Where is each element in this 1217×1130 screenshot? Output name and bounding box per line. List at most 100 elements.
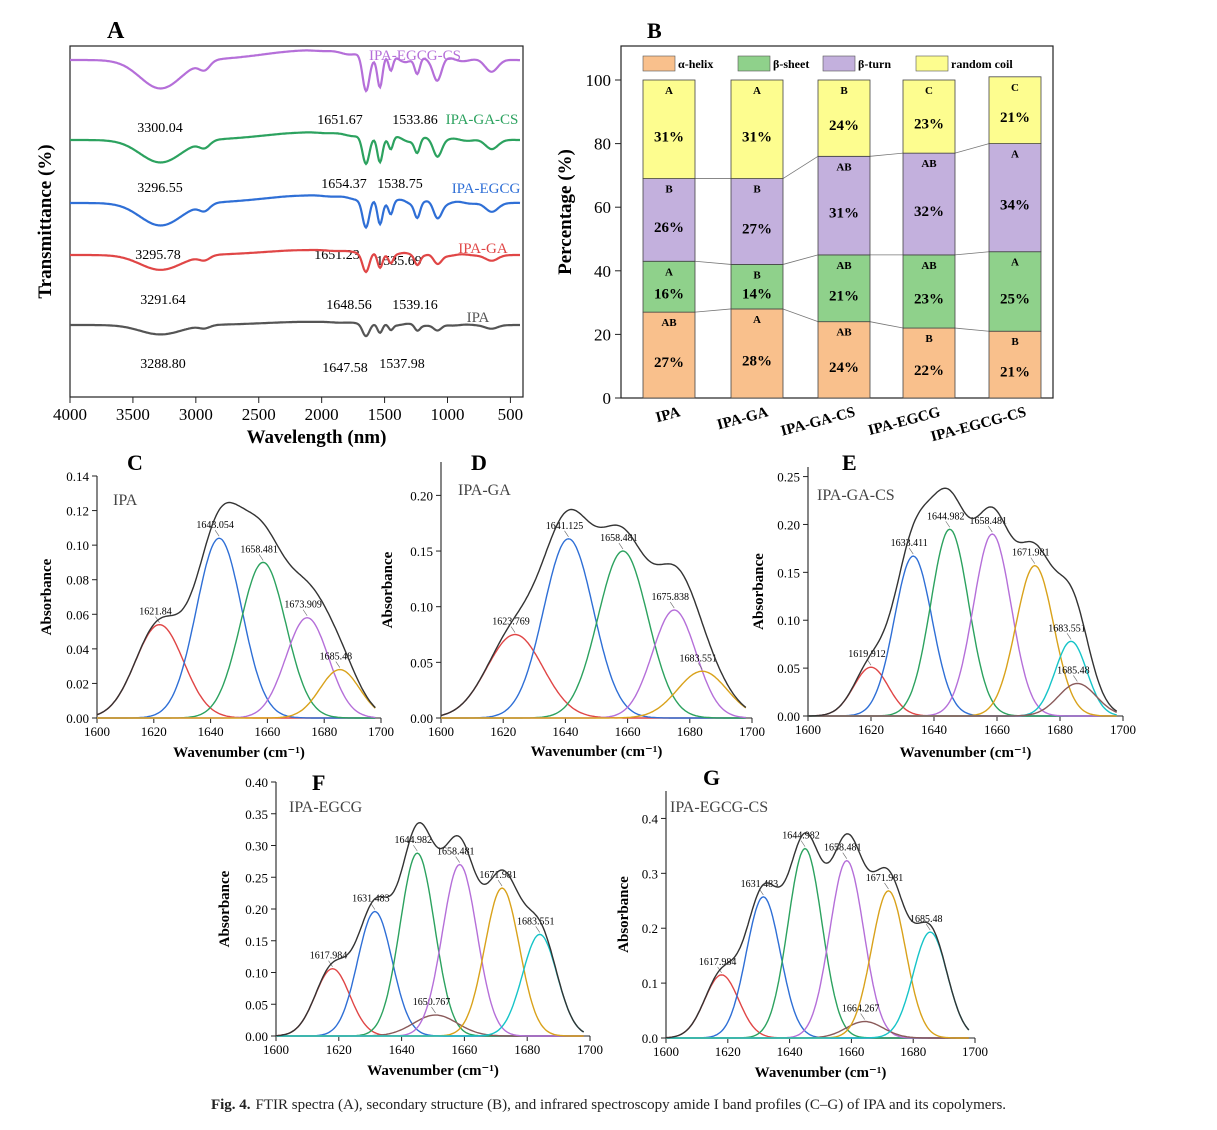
legend-swatch xyxy=(915,55,949,72)
bar-segment xyxy=(902,254,956,329)
y-tick-label: 0.15 xyxy=(777,565,800,580)
bar-significance-letter: C xyxy=(925,85,933,97)
x-tick-label: 1620 xyxy=(326,1042,352,1057)
series-label: IPA-GA xyxy=(458,241,508,257)
y-axis-title: Absorbance xyxy=(39,558,55,635)
y-tick-label: 0.05 xyxy=(777,661,800,676)
peak-leader xyxy=(945,521,950,528)
bar-percent-label: 28% xyxy=(742,353,772,369)
peak-leader xyxy=(1030,557,1036,564)
peak-leader xyxy=(697,663,703,670)
legend-label: β-turn xyxy=(858,57,891,71)
x-tick-label: 1620 xyxy=(858,722,884,737)
x-axis-title: Wavenumber (cm⁻¹) xyxy=(367,1063,499,1079)
bar-percent-label: 21% xyxy=(829,288,859,304)
bar-segment xyxy=(642,178,696,262)
peak-label: 1673.909 xyxy=(284,600,322,611)
envelope-line xyxy=(96,501,376,716)
peak-label: 1685.48 xyxy=(910,914,943,925)
bar-connector xyxy=(694,260,732,265)
bar-percent-label: 22% xyxy=(914,363,944,379)
peak-leader xyxy=(455,856,460,863)
bar-significance-letter: AB xyxy=(836,327,852,339)
spectrum-line xyxy=(70,131,520,166)
bar-significance-letter: A xyxy=(753,85,761,97)
x-tick-label: 1680 xyxy=(514,1042,540,1057)
bar-connector xyxy=(782,254,819,265)
panel-label-b: B xyxy=(647,18,662,43)
caption-text: FTIR spectra (A), secondary structure (B… xyxy=(255,1097,1007,1113)
peak-label: 3288.80 xyxy=(140,357,186,372)
bar-segment xyxy=(988,251,1042,332)
peak-label: 1671.981 xyxy=(1012,548,1050,559)
bar-percent-label: 25% xyxy=(1000,291,1030,307)
bar-significance-letter: B xyxy=(840,85,848,97)
x-tick-label: 1600 xyxy=(263,1042,289,1057)
y-axis-title: Absorbance xyxy=(751,553,767,630)
sample-label-d: IPA-GA xyxy=(458,482,511,499)
peak-label: 1664.267 xyxy=(842,1004,880,1015)
x-tick-label-a: 3000 xyxy=(179,405,213,424)
y-tick-label: 0.15 xyxy=(245,934,268,949)
peak-label: 1685.48 xyxy=(1057,665,1090,676)
y-tick-label: 0.30 xyxy=(245,839,268,854)
bar-significance-letter: A xyxy=(665,266,673,278)
series-label: IPA-EGCG xyxy=(452,181,521,197)
panel-d: D IPA-GA 1600 1620 1640 1660 1680 1700 0.00 0.05 0… xyxy=(380,450,765,760)
peak-label: 1685.48 xyxy=(320,652,353,663)
x-tick-label: 1680 xyxy=(1047,722,1073,737)
y-tick-label: 0.04 xyxy=(66,642,89,657)
y-tick-label-b: 0 xyxy=(603,389,612,408)
x-axis-title: Wavenumber (cm⁻¹) xyxy=(900,745,1032,761)
bar-percent-label: 32% xyxy=(914,204,944,220)
y-axis-title-b: Percentage (%) xyxy=(555,149,576,275)
peak-leader xyxy=(214,530,220,537)
y-tick-label: 0.02 xyxy=(66,676,89,691)
peak-label: 1617.984 xyxy=(699,957,737,968)
fitted-band xyxy=(97,668,376,719)
legend-swatch xyxy=(642,55,676,72)
peak-label: 1537.98 xyxy=(379,357,425,372)
envelope-line xyxy=(440,508,747,717)
x-tick-label-a: 1500 xyxy=(368,405,402,424)
y-tick-label: 0.10 xyxy=(777,613,800,628)
y-tick-label: 0.00 xyxy=(777,709,800,724)
peak-label: 1654.37 xyxy=(321,177,367,192)
bar-percent-label: 31% xyxy=(654,129,684,145)
y-tick-label-b: 60 xyxy=(594,198,611,217)
peak-label: 1671.981 xyxy=(866,873,904,884)
bar-percent-label: 21% xyxy=(1000,110,1030,126)
x-tick-label: 1640 xyxy=(198,724,224,739)
category-label: IPA-EGCG-CS xyxy=(929,404,1028,445)
spectrum-line xyxy=(70,194,521,230)
peak-leader xyxy=(884,882,889,890)
y-tick-label: 0.10 xyxy=(66,538,89,553)
peak-label: 1631.483 xyxy=(741,879,779,890)
peak-leader xyxy=(302,609,308,616)
bar-significance-letter: B xyxy=(925,333,933,345)
bar-segment xyxy=(902,152,956,256)
x-tick-label-a: 500 xyxy=(498,405,524,424)
fitted-band xyxy=(666,847,969,1039)
peak-label: 1633.411 xyxy=(891,538,928,549)
fitted-band xyxy=(97,616,376,719)
bar-significance-letter: B xyxy=(753,184,761,196)
bar-significance-letter: B xyxy=(1011,336,1019,348)
peak-leader xyxy=(413,844,418,852)
legend-label: β-sheet xyxy=(773,57,809,71)
legend-swatch xyxy=(737,55,771,72)
x-axis-title: Wavenumber (cm⁻¹) xyxy=(531,744,663,760)
panel-label-d: D xyxy=(471,450,487,475)
peak-label: 1538.75 xyxy=(377,177,423,192)
y-tick-label: 0.25 xyxy=(245,870,268,885)
peak-leader xyxy=(1066,633,1072,640)
peak-label: 3295.78 xyxy=(135,248,181,263)
fitted-band xyxy=(97,537,376,719)
peak-label: 1648.56 xyxy=(326,298,372,313)
fitted-band xyxy=(441,550,746,719)
panel-g: G IPA-EGCG-CS 1600 1620 1640 1660 1680 1700 0.0 0… xyxy=(616,765,988,1081)
x-tick-label: 1640 xyxy=(921,722,947,737)
fitted-band xyxy=(666,931,970,1039)
bar-significance-letter: B xyxy=(753,269,761,281)
peak-label: 1683.551 xyxy=(679,653,717,664)
